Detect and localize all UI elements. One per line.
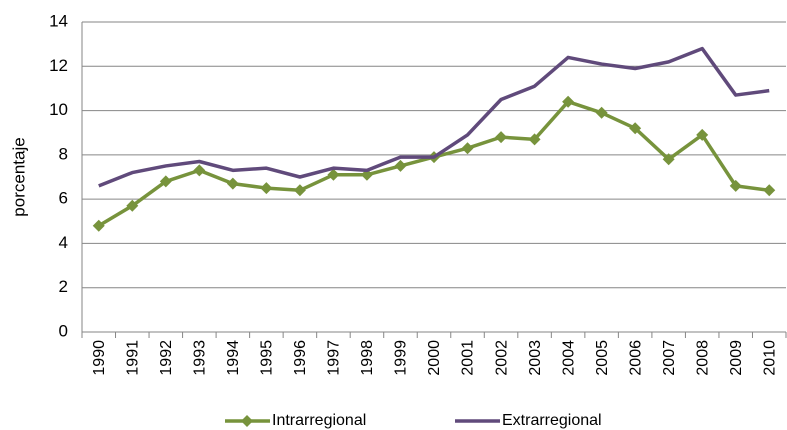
- marker: [729, 179, 742, 192]
- x-tick-label: 2004: [560, 340, 577, 376]
- x-tick-label: 1995: [259, 340, 276, 376]
- legend-label: Extrarregional: [502, 412, 602, 429]
- x-tick-label: 2005: [594, 340, 611, 376]
- marker: [763, 184, 776, 197]
- marker: [662, 153, 675, 166]
- marker: [629, 122, 642, 135]
- y-axis-label: porcentaje: [9, 137, 28, 216]
- marker: [159, 175, 172, 188]
- marker: [461, 142, 474, 155]
- y-tick-label: 8: [59, 144, 68, 163]
- x-tick-label: 2007: [661, 340, 678, 376]
- y-tick-label: 12: [49, 56, 68, 75]
- x-tick-label: 2008: [694, 340, 711, 376]
- marker: [193, 164, 206, 177]
- marker: [260, 182, 273, 195]
- x-tick-label: 1996: [292, 340, 309, 376]
- x-tick-label: 2000: [426, 340, 443, 376]
- x-tick-label: 2001: [460, 340, 477, 376]
- y-tick-label: 10: [49, 100, 68, 119]
- marker: [528, 133, 541, 146]
- marker: [562, 95, 575, 108]
- marker: [394, 159, 407, 172]
- x-tick-label: 2010: [761, 340, 778, 376]
- marker: [293, 184, 306, 197]
- legend-marker: [241, 415, 253, 427]
- y-tick-label: 4: [59, 233, 68, 252]
- legend-label: Intrarregional: [272, 412, 366, 429]
- x-tick-label: 2006: [627, 340, 644, 376]
- x-tick-label: 1992: [158, 340, 175, 376]
- x-tick-label: 1998: [359, 340, 376, 376]
- marker: [327, 168, 340, 181]
- x-tick-label: 1994: [225, 340, 242, 376]
- y-tick-label: 14: [49, 11, 68, 30]
- x-tick-label: 1991: [125, 340, 142, 376]
- marker: [495, 131, 508, 144]
- x-tick-label: 1993: [192, 340, 209, 376]
- x-tick-label: 2002: [493, 340, 510, 376]
- y-tick-label: 2: [59, 277, 68, 296]
- x-tick-label: 1999: [393, 340, 410, 376]
- x-tick-label: 1990: [91, 340, 108, 376]
- y-tick-label: 0: [59, 321, 68, 340]
- series-line: [98, 46, 770, 188]
- marker: [126, 199, 139, 212]
- marker: [595, 106, 608, 119]
- marker: [92, 219, 105, 232]
- x-tick-label: 2009: [728, 340, 745, 376]
- y-tick-label: 6: [59, 189, 68, 208]
- x-tick-label: 1997: [326, 340, 343, 376]
- marker: [226, 177, 239, 190]
- marker: [696, 128, 709, 141]
- x-tick-label: 2003: [527, 340, 544, 376]
